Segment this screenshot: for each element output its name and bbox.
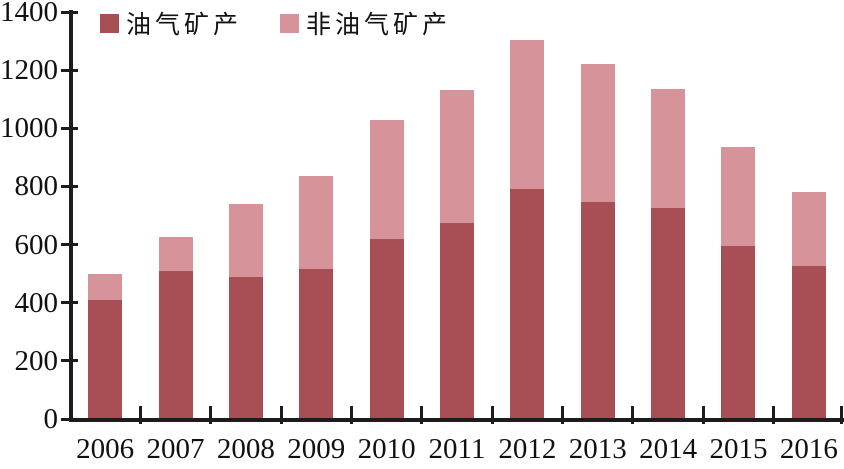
bar-segment-nonoil-2009 [299,176,334,270]
y-tick-label: 0 [43,403,59,435]
x-axis-line [69,418,844,422]
y-tick-label: 200 [14,344,59,377]
x-axis-tick [772,406,776,424]
legend-label-nonoil: 非油气矿产 [306,12,452,39]
bar-segment-nonoil-2016 [791,192,826,267]
bar-segment-nonoil-2015 [721,147,756,246]
bar-group-2006 [88,0,123,419]
bar-segment-oil-2014 [651,208,686,419]
y-axis-tick [61,126,78,130]
x-tick-label-2014: 2014 [639,433,698,465]
y-axis-tick [61,301,78,305]
bar-group-2013 [580,0,615,419]
bar-group-2016 [791,0,826,419]
bar-group-2010 [369,0,404,419]
legend: 油气矿产 非油气矿产 [100,5,451,41]
y-tick-label: 1000 [0,112,58,145]
x-axis-tick [561,406,565,424]
nonoil-series-swatch-icon [280,13,300,33]
bar-group-2014 [651,0,686,419]
bar-segment-oil-2009 [299,269,334,419]
x-axis-tick [349,406,353,424]
bar-segment-oil-2007 [158,270,193,419]
bar-group-2015 [721,0,756,419]
bar-group-2008 [228,0,263,419]
y-axis-tick [61,417,78,421]
y-tick-label: 800 [14,170,59,203]
x-axis-tick [631,406,635,424]
bar-segment-nonoil-2013 [580,64,615,203]
bar-group-2007 [158,0,193,419]
bar-segment-nonoil-2012 [510,39,545,190]
bar-segment-oil-2015 [721,246,756,419]
y-tick-label: 1200 [0,54,58,87]
x-axis-tick [209,406,213,424]
x-axis-tick [839,406,843,424]
x-tick-label-2016: 2016 [779,433,838,465]
y-tick-label: 400 [14,286,59,319]
bar-group-2009 [299,0,334,419]
y-axis-tick [61,68,78,72]
y-axis-tick [61,243,78,247]
y-axis-tick [61,10,78,14]
x-tick-label-2011: 2011 [428,433,486,465]
x-tick-label-2008: 2008 [216,433,275,465]
bar-segment-nonoil-2008 [228,203,263,277]
y-axis-line [69,10,73,422]
bar-group-2012 [510,0,545,419]
bar-segment-oil-2006 [88,299,123,419]
oil-series-swatch-icon [100,13,119,33]
x-axis-tick [490,406,494,424]
y-tick-label: 600 [14,228,59,261]
x-tick-label-2010: 2010 [357,433,416,465]
x-tick-label-2013: 2013 [568,433,627,465]
bar-segment-oil-2012 [510,189,545,419]
bar-segment-nonoil-2007 [158,237,193,271]
x-axis-tick [420,406,424,424]
bar-segment-nonoil-2006 [88,273,123,300]
y-axis-tick [61,359,78,363]
legend-label-oil: 油气矿产 [126,12,243,39]
x-axis-tick [138,406,142,424]
x-tick-label-2015: 2015 [709,433,768,465]
bar-group-2011 [440,0,474,419]
bar-segment-nonoil-2010 [369,119,404,239]
x-tick-label-2009: 2009 [287,433,346,465]
bar-segment-oil-2016 [791,266,826,419]
x-tick-label-2006: 2006 [76,433,135,465]
bar-segment-oil-2008 [228,276,263,419]
bar-segment-nonoil-2011 [440,90,474,223]
y-tick-label: 1400 [0,0,58,28]
x-tick-label-2007: 2007 [146,433,205,465]
legend-item-nonoil: 非油气矿产 [280,5,451,41]
legend-item-oil: 油气矿产 [100,5,242,41]
bar-segment-oil-2011 [440,222,474,419]
x-axis-tick [279,406,283,424]
y-axis-tick [61,184,78,188]
x-axis-tick [701,406,705,424]
x-tick-label-2012: 2012 [498,433,557,465]
bar-segment-oil-2013 [580,202,615,419]
bar-segment-nonoil-2014 [651,89,686,209]
bar-segment-oil-2010 [369,238,404,419]
